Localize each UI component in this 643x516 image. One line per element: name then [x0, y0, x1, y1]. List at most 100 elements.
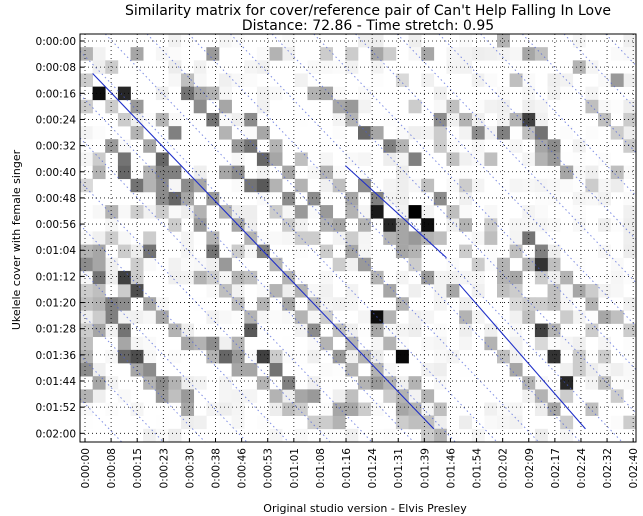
heatmap-cell-bg: [509, 139, 523, 153]
heatmap-cell: [282, 165, 296, 180]
heatmap-cell: [446, 99, 460, 114]
heatmap-cell-bg: [307, 336, 321, 351]
heatmap-cell-bg: [231, 73, 245, 87]
heatmap-cell: [534, 270, 548, 285]
heatmap-cell: [155, 389, 169, 403]
heatmap-cell: [345, 231, 359, 245]
heatmap-cell: [534, 152, 548, 166]
heatmap-cell: [345, 99, 359, 114]
heatmap-cell-bg: [484, 402, 498, 416]
heatmap-cell: [572, 284, 586, 298]
heatmap-cell-bg: [92, 34, 106, 48]
heatmap-cell-bg: [484, 257, 498, 272]
heatmap-cell-bg: [395, 178, 409, 193]
heatmap-cell-bg: [433, 363, 447, 377]
heatmap-cell-bg: [320, 297, 334, 311]
heatmap-cell-bg: [168, 34, 182, 48]
heatmap-cell-bg: [459, 191, 473, 206]
heatmap-cell: [370, 126, 384, 140]
heatmap-cell: [294, 310, 308, 324]
heatmap-cell-bg: [231, 112, 245, 127]
heatmap-cell-bg: [231, 415, 245, 430]
heatmap-cell-bg: [534, 205, 548, 219]
heatmap-cell-bg: [446, 270, 460, 285]
heatmap-cell-bg: [623, 270, 637, 285]
heatmap-cell-bg: [370, 349, 384, 364]
heatmap-cell-bg: [92, 99, 106, 114]
heatmap-cell: [370, 205, 384, 219]
heatmap-cell-bg: [395, 165, 409, 180]
heatmap-cell-bg: [117, 205, 131, 219]
heatmap-cell: [143, 363, 157, 377]
heatmap-cell-bg: [219, 402, 232, 416]
heatmap-cell: [484, 231, 498, 245]
heatmap-cell: [610, 165, 624, 180]
heatmap-cell-bg: [421, 402, 435, 416]
candidate-diagonal-line: [605, 33, 637, 66]
heatmap-cell: [256, 126, 270, 140]
heatmap-cell-bg: [370, 402, 384, 416]
heatmap-cell: [522, 310, 536, 324]
heatmap-cell-bg: [610, 363, 624, 377]
heatmap-cell: [155, 112, 169, 127]
heatmap-cell: [358, 257, 371, 272]
heatmap-cell: [534, 139, 548, 153]
heatmap-cell-bg: [219, 376, 232, 390]
heatmap-cell-bg: [534, 402, 548, 416]
heatmap-cell-bg: [623, 165, 637, 180]
heatmap-cell: [446, 205, 460, 219]
heatmap-cell-bg: [484, 47, 498, 61]
heatmap-cell-bg: [509, 126, 523, 140]
heatmap-cell: [181, 336, 195, 351]
heatmap-cell: [358, 126, 371, 140]
heatmap-cell-bg: [623, 349, 637, 364]
heatmap-cell-bg: [471, 47, 485, 61]
heatmap-cell: [433, 126, 447, 140]
heatmap-cell: [320, 218, 334, 232]
heatmap-cell: [219, 165, 232, 180]
heatmap-cell-bg: [80, 152, 93, 166]
heatmap-cell: [383, 231, 397, 245]
heatmap-cell-bg: [193, 415, 207, 430]
heatmap-cell-bg: [256, 231, 270, 245]
heatmap-cell: [332, 402, 346, 416]
heatmap-cell-bg: [383, 428, 397, 443]
heatmap-cell: [459, 244, 473, 259]
heatmap-cell: [92, 165, 106, 180]
heatmap-cell-bg: [320, 191, 334, 206]
heatmap-cell-bg: [484, 415, 498, 430]
heatmap-cell-bg: [572, 178, 586, 193]
heatmap-cell-bg: [181, 323, 195, 338]
heatmap-cell-bg: [547, 178, 561, 193]
heatmap-cell-bg: [294, 270, 308, 285]
heatmap-cell: [282, 376, 296, 390]
heatmap-cell: [395, 139, 409, 153]
heatmap-cell-bg: [92, 126, 106, 140]
heatmap-cell: [547, 284, 561, 298]
heatmap-cell: [383, 336, 397, 351]
heatmap-cell-bg: [219, 415, 232, 430]
heatmap-cell: [155, 152, 169, 166]
heatmap-cell-bg: [332, 428, 346, 443]
heatmap-cell-bg: [181, 205, 195, 219]
heatmap-cell-bg: [181, 257, 195, 272]
heatmap-cell: [244, 310, 258, 324]
heatmap-cell-bg: [534, 428, 548, 443]
heatmap-cell-bg: [244, 389, 258, 403]
heatmap-cell: [256, 376, 270, 390]
heatmap-cell: [206, 349, 220, 364]
heatmap-cell-bg: [471, 139, 485, 153]
heatmap-cell: [130, 47, 144, 61]
heatmap-cell-bg: [117, 310, 131, 324]
heatmap-cell-bg: [282, 284, 296, 298]
heatmap-cell: [231, 139, 245, 153]
heatmap-cell-bg: [572, 139, 586, 153]
heatmap-cell: [623, 415, 637, 430]
heatmap-cell: [143, 376, 157, 390]
heatmap-cell: [244, 112, 258, 127]
heatmap-cell: [572, 60, 586, 74]
heatmap-cell-bg: [610, 178, 624, 193]
heatmap-cell-bg: [433, 336, 447, 351]
heatmap-cell: [433, 402, 447, 416]
heatmap-cell-bg: [332, 389, 346, 403]
